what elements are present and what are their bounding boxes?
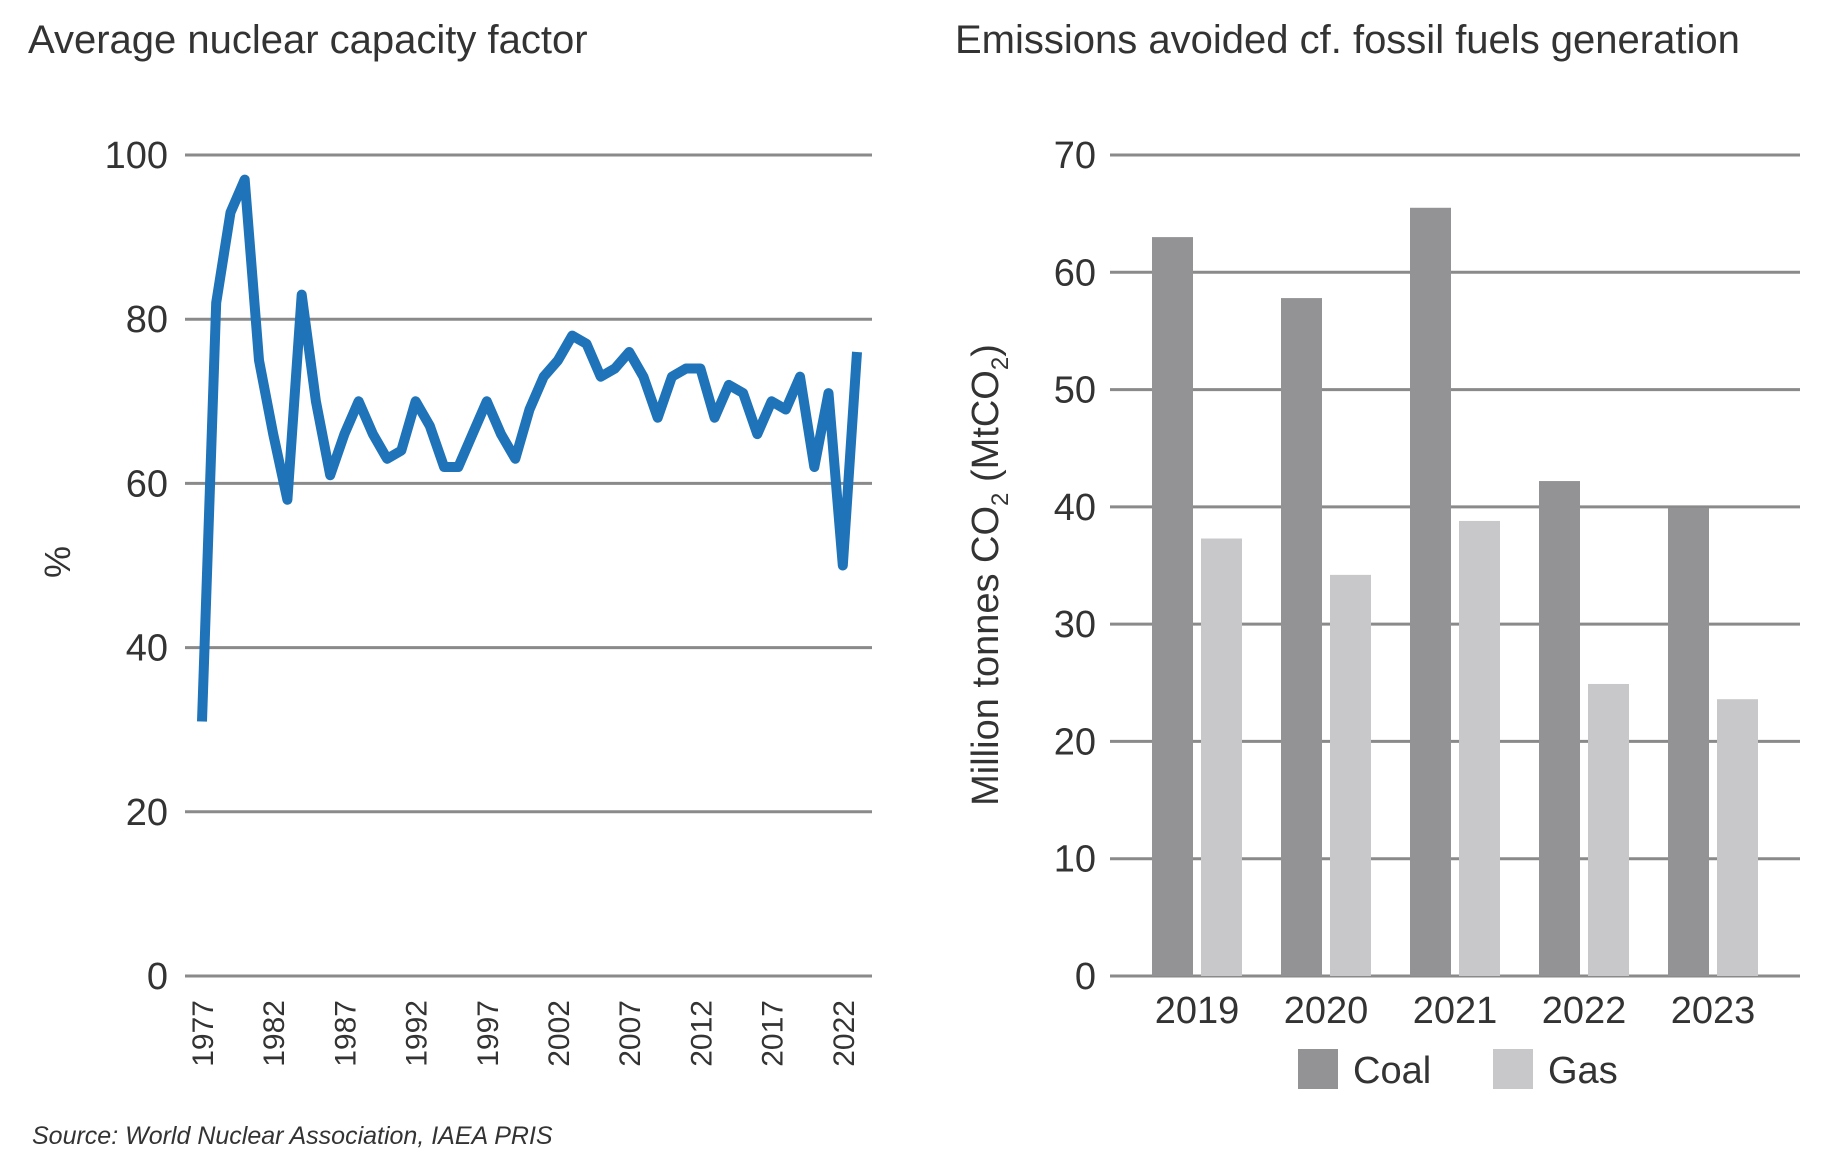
bar-gas-2019 [1201, 538, 1242, 976]
legend-coal-label: Coal [1353, 1050, 1431, 1092]
bar-coal-2021 [1410, 207, 1451, 976]
right-y-tick-label: 10 [1054, 839, 1096, 881]
right-x-tick-label: 2020 [1284, 990, 1369, 1032]
capacity-factor-line [197, 174, 862, 722]
right-x-tick-label: 2022 [1542, 990, 1627, 1032]
left-x-tick-label: 2002 [543, 1000, 576, 1067]
left-x-tick-label: 2017 [757, 1000, 790, 1067]
right-y-tick-label: 40 [1054, 487, 1096, 529]
left-x-tick-label: 2007 [614, 1000, 647, 1067]
right-y-tick-label: 60 [1054, 252, 1096, 294]
right-x-tick-label: 2021 [1413, 990, 1498, 1032]
bar-coal-2022 [1539, 481, 1580, 976]
right-y-axis-ticks: 0 10 20 30 40 50 60 70 [1054, 135, 1096, 998]
left-y-tick-label: 20 [126, 792, 168, 834]
emissions-avoided-chart: 0 10 20 30 40 50 60 70 2019 2020 2021 2022 2023 Mil… [965, 135, 1800, 1092]
bar-coal-2020 [1281, 298, 1322, 976]
right-y-tick-label: 50 [1054, 370, 1096, 412]
right-x-tick-label: 2023 [1671, 990, 1756, 1032]
left-x-tick-label: 1977 [187, 1000, 220, 1067]
left-x-tick-label: 1982 [258, 1000, 291, 1067]
left-x-tick-label: 1992 [401, 1000, 434, 1067]
right-y-tick-label: 20 [1054, 721, 1096, 763]
ylabel-sub-2: 2 [987, 357, 1014, 370]
left-x-axis-ticks: 1977 1982 1987 1992 1997 2002 2007 2012 2017 2022 [187, 1000, 861, 1067]
right-chart-title: Emissions avoided cf. fossil fuels gener… [955, 18, 1740, 62]
right-y-tick-label: 30 [1054, 604, 1096, 646]
right-y-tick-label: 0 [1075, 956, 1096, 998]
bar-gas-2022 [1588, 683, 1629, 976]
left-x-tick-label: 1987 [329, 1000, 362, 1067]
left-x-tick-label: 2022 [828, 1000, 861, 1067]
right-x-tick-label: 2019 [1155, 990, 1240, 1032]
legend-coal-swatch [1298, 1049, 1338, 1089]
source-note: Source: World Nuclear Association, IAEA … [32, 1122, 553, 1150]
bar-gas-2021 [1459, 520, 1500, 976]
bar-coal-2023 [1668, 508, 1709, 976]
bar-coal-2019 [1152, 237, 1193, 977]
ylabel-sub-1: 2 [987, 493, 1014, 506]
right-y-axis-label: Million tonnes CO2 (MtCO2) [965, 344, 1014, 806]
left-y-tick-label: 100 [105, 135, 168, 177]
left-y-tick-label: 80 [126, 299, 168, 341]
left-x-tick-label: 1997 [472, 1000, 505, 1067]
ylabel-part-a: Million tonnes CO [965, 506, 1007, 806]
left-y-tick-label: 40 [126, 628, 168, 670]
ylabel-part-c: ) [965, 344, 1007, 357]
left-gridlines [185, 153, 872, 978]
left-y-tick-label: 0 [147, 956, 168, 998]
legend-gas-swatch [1493, 1049, 1533, 1089]
bar-gas-2023 [1717, 699, 1758, 976]
bar-gas-2020 [1330, 574, 1371, 976]
left-y-tick-label: 60 [126, 463, 168, 505]
ylabel-part-b: (MtCO [965, 370, 1007, 492]
right-x-axis-ticks: 2019 2020 2021 2022 2023 [1155, 990, 1756, 1032]
right-bars [1152, 207, 1758, 977]
right-y-tick-label: 70 [1054, 135, 1096, 177]
legend: Coal Gas [1298, 1049, 1618, 1092]
left-chart-title: Average nuclear capacity factor [28, 18, 588, 62]
left-y-axis-ticks: 0 20 40 60 80 100 [105, 135, 168, 998]
legend-gas-label: Gas [1548, 1050, 1618, 1092]
left-x-tick-label: 2012 [685, 1000, 718, 1067]
capacity-factor-chart: 0 20 40 60 80 100 1977 1982 1987 1992 1997 2002 200… [37, 135, 872, 1067]
left-y-axis-label: % [37, 546, 78, 578]
